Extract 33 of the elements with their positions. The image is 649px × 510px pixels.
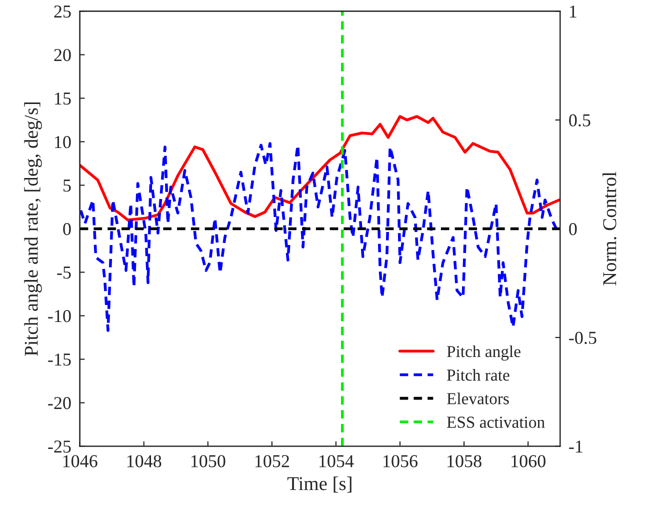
y-tick-label: 15 [55,92,71,105]
y2-tick-label: 0 [569,222,577,236]
y2-tick-label: -1 [569,440,582,453]
line-series [80,115,560,222]
x-tick-label: 1046 [63,455,98,468]
y-tick-label: 25 [54,6,71,18]
legend-label: Pitch rate [446,369,510,381]
y2-tick-label: 1 [570,6,576,18]
x-tick-label: 1058 [448,455,482,468]
y-axis-title: Pitch angle and rate, [deg, deg/s] [24,102,42,356]
y-tick-label: -10 [48,310,71,322]
line-series [80,142,559,332]
y-tick-label: 10 [55,136,71,148]
y-tick-label: -25 [48,440,71,453]
y-tick-label: -5 [57,266,71,279]
y-tick-label: 5 [64,180,71,192]
y-tick-label: -15 [48,354,71,366]
y-tick-label: 20 [54,48,71,62]
y2-tick-label: -0.5 [569,332,596,344]
x-tick-label: 1050 [191,455,226,468]
x-tick-label: 1054 [320,455,354,468]
x-axis-title: Time [s] [287,476,352,493]
legend-label: ESS activation [446,416,545,428]
y2-tick-label: 0.5 [569,114,590,126]
y-tick-label: -20 [48,397,71,410]
x-tick-label: 1048 [127,455,162,468]
legend-label: Pitch angle [446,345,520,361]
x-tick-label: 1060 [512,455,546,468]
x-tick-label: 1056 [384,455,418,468]
y2-axis-title: Norm. Control [602,172,616,286]
y-tick-label: 0 [63,222,71,236]
legend-label: Elevators [446,392,509,404]
x-tick-label: 1052 [255,455,289,468]
